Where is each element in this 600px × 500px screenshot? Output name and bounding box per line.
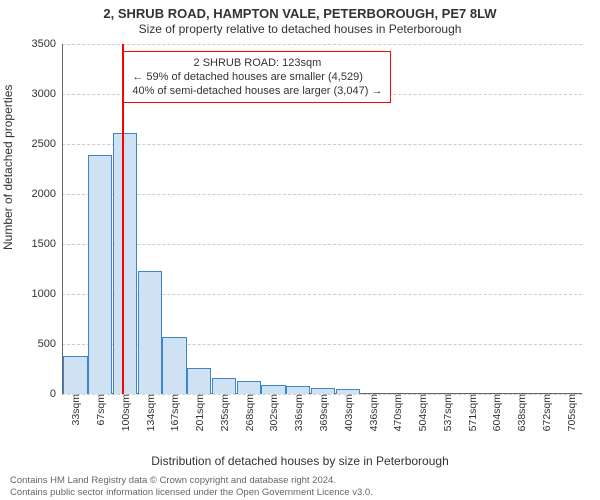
xtick-label: 100sqm bbox=[116, 394, 132, 431]
xtick-label: 705sqm bbox=[562, 394, 578, 431]
xtick-label: 302sqm bbox=[264, 394, 280, 431]
xtick-label: 470sqm bbox=[388, 394, 404, 431]
y-axis-label: Number of detached properties bbox=[1, 85, 15, 250]
histogram-bar bbox=[237, 381, 261, 394]
annotation-line: 2 SHRUB ROAD: 123sqm bbox=[132, 56, 382, 70]
xtick-label: 537sqm bbox=[438, 394, 454, 431]
histogram-bar bbox=[162, 337, 186, 394]
xtick-label: 33sqm bbox=[66, 394, 82, 426]
histogram-bar bbox=[212, 378, 236, 394]
histogram-bar bbox=[138, 271, 162, 394]
xtick-label: 504sqm bbox=[413, 394, 429, 431]
histogram-bar bbox=[88, 155, 112, 394]
gridline-h bbox=[62, 144, 582, 145]
gridline-h bbox=[62, 194, 582, 195]
ytick-label: 2500 bbox=[32, 138, 62, 150]
annotation-box: 2 SHRUB ROAD: 123sqm← 59% of detached ho… bbox=[123, 51, 391, 103]
ytick-label: 1000 bbox=[32, 288, 62, 300]
xtick-label: 638sqm bbox=[512, 394, 528, 431]
histogram-bar bbox=[286, 386, 310, 394]
ytick-label: 2000 bbox=[32, 188, 62, 200]
xtick-label: 67sqm bbox=[91, 394, 107, 426]
attribution-line-2: Contains public sector information licen… bbox=[10, 487, 373, 498]
xtick-label: 604sqm bbox=[487, 394, 503, 431]
xtick-label: 235sqm bbox=[215, 394, 231, 431]
chart-title: 2, SHRUB ROAD, HAMPTON VALE, PETERBOROUG… bbox=[0, 6, 600, 21]
y-axis bbox=[62, 44, 63, 394]
gridline-h bbox=[62, 44, 582, 45]
xtick-label: 336sqm bbox=[289, 394, 305, 431]
ytick-label: 1500 bbox=[32, 238, 62, 250]
x-axis-label: Distribution of detached houses by size … bbox=[0, 454, 600, 468]
histogram-bar bbox=[63, 356, 87, 394]
annotation-line: 40% of semi-detached houses are larger (… bbox=[132, 84, 382, 98]
plot-area: 050010001500200025003000350033sqm67sqm10… bbox=[62, 44, 582, 394]
xtick-label: 268sqm bbox=[240, 394, 256, 431]
xtick-label: 167sqm bbox=[165, 394, 181, 431]
xtick-label: 403sqm bbox=[339, 394, 355, 431]
xtick-label: 571sqm bbox=[463, 394, 479, 431]
ytick-label: 3000 bbox=[32, 88, 62, 100]
chart-subtitle: Size of property relative to detached ho… bbox=[0, 22, 600, 36]
xtick-label: 201sqm bbox=[190, 394, 206, 431]
xtick-label: 672sqm bbox=[537, 394, 553, 431]
histogram-bar bbox=[187, 368, 211, 394]
attribution-line-1: Contains HM Land Registry data © Crown c… bbox=[10, 475, 336, 486]
histogram-bar bbox=[113, 133, 137, 394]
xtick-label: 134sqm bbox=[141, 394, 157, 431]
ytick-label: 500 bbox=[38, 338, 62, 350]
property-size-chart: 2, SHRUB ROAD, HAMPTON VALE, PETERBOROUG… bbox=[0, 0, 600, 500]
xtick-label: 369sqm bbox=[314, 394, 330, 431]
gridline-h bbox=[62, 244, 582, 245]
histogram-bar bbox=[261, 385, 285, 394]
ytick-label: 3500 bbox=[32, 38, 62, 50]
annotation-line: ← 59% of detached houses are smaller (4,… bbox=[132, 70, 382, 84]
ytick-label: 0 bbox=[50, 388, 62, 400]
xtick-label: 436sqm bbox=[364, 394, 380, 431]
